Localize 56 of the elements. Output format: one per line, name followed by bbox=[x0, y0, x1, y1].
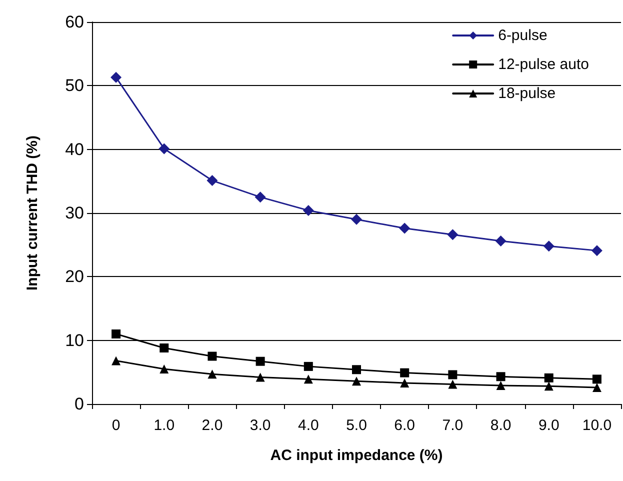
point bbox=[208, 370, 217, 379]
point bbox=[496, 372, 506, 382]
x-tick-label: 9.0 bbox=[538, 417, 560, 434]
point bbox=[351, 214, 362, 225]
y-tick-label: 10 bbox=[65, 330, 84, 350]
point bbox=[592, 382, 602, 392]
y-tick-label: 50 bbox=[65, 76, 84, 96]
point bbox=[400, 368, 410, 378]
y-tick-label: 60 bbox=[65, 12, 84, 32]
point bbox=[256, 372, 265, 382]
point bbox=[448, 370, 458, 380]
point bbox=[544, 382, 554, 391]
point bbox=[352, 365, 361, 374]
x-tick-label: 10.0 bbox=[582, 417, 612, 434]
point bbox=[304, 362, 313, 371]
x-tick-label: 3.0 bbox=[250, 417, 271, 434]
point bbox=[206, 175, 218, 186]
point bbox=[158, 143, 170, 154]
point bbox=[544, 373, 554, 382]
y-tick-label: 20 bbox=[65, 267, 84, 286]
legend-label: 12-pulse auto bbox=[498, 56, 590, 73]
x-tick-label: 6.0 bbox=[394, 417, 416, 434]
legend-label: 18-pulse bbox=[498, 85, 556, 102]
y-tick-label: 0 bbox=[74, 394, 84, 414]
point bbox=[112, 329, 121, 338]
y-axis-title: Input current THD (%) bbox=[24, 136, 41, 290]
x-tick-label: 0 bbox=[112, 417, 120, 434]
point bbox=[495, 236, 506, 247]
point bbox=[160, 364, 169, 374]
point bbox=[591, 245, 602, 256]
y-tick-label: 40 bbox=[65, 140, 84, 159]
point bbox=[112, 356, 121, 366]
x-tick-label: 7.0 bbox=[442, 417, 464, 434]
x-axis-title: AC input impedance (%) bbox=[270, 447, 443, 464]
x-tick-label: 1.0 bbox=[154, 417, 175, 434]
point bbox=[302, 204, 314, 216]
point bbox=[543, 240, 554, 252]
point bbox=[254, 192, 266, 203]
y-tick-label: 30 bbox=[65, 204, 84, 222]
point bbox=[304, 374, 313, 384]
x-tick-label: 4.0 bbox=[298, 417, 319, 434]
point bbox=[208, 352, 217, 361]
point bbox=[400, 378, 410, 388]
x-tick-label: 5.0 bbox=[346, 417, 367, 434]
point bbox=[110, 72, 122, 83]
point bbox=[592, 374, 602, 384]
point bbox=[448, 380, 458, 389]
point bbox=[496, 381, 506, 390]
point bbox=[256, 356, 265, 366]
point bbox=[160, 343, 169, 352]
point bbox=[399, 222, 410, 234]
point bbox=[447, 229, 458, 240]
x-tick-label: 8.0 bbox=[490, 417, 512, 434]
x-tick-label: 2.0 bbox=[202, 417, 223, 434]
legend-label: 6-pulse bbox=[498, 27, 548, 44]
point bbox=[352, 376, 361, 386]
